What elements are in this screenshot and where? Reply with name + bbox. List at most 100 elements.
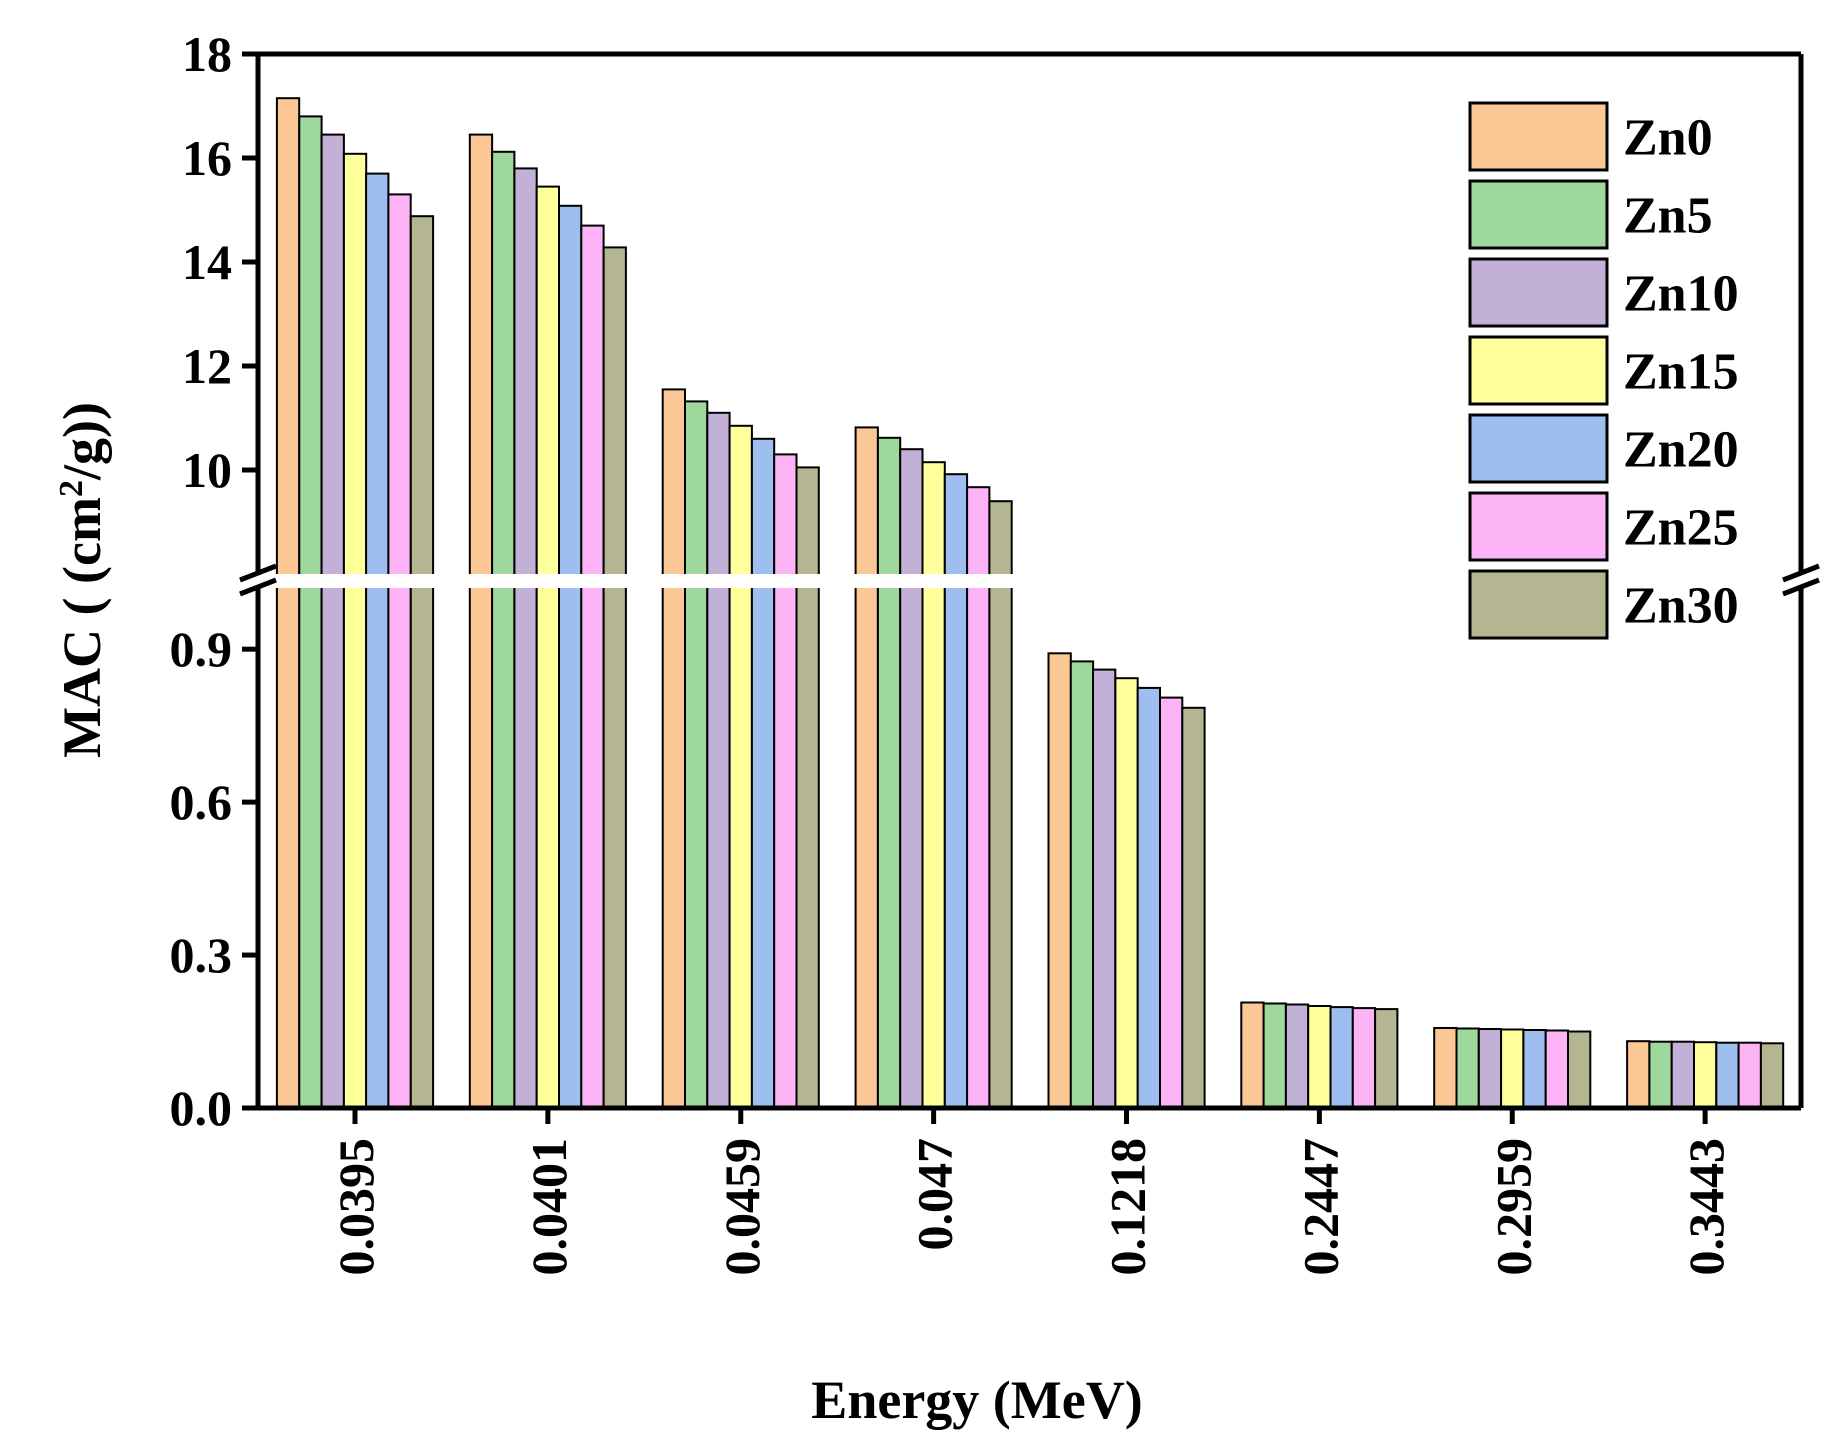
bar-Zn10-0.0459 (706, 411, 731, 1109)
bar-Zn15-0.047 (921, 461, 946, 1109)
bar-Zn5-0.0459 (684, 400, 709, 1109)
legend-swatch-Zn10 (1468, 257, 1609, 328)
break-mark-right-1 (1782, 563, 1820, 583)
legend-swatch-Zn5 (1468, 179, 1609, 250)
bar-Zn15-0.0459 (728, 424, 753, 1109)
break-mark-left-2 (239, 577, 277, 597)
legend-swatch-Zn25 (1468, 491, 1609, 562)
bar-Zn20-0.0459 (750, 437, 776, 1109)
bar-Zn30-0.1218 (1181, 706, 1206, 1109)
bar-Zn0-0.0401 (468, 133, 494, 1110)
bar-Zn10-0.0401 (513, 167, 538, 1109)
bar-Zn0-0.0459 (661, 388, 687, 1109)
plot-frame (255, 51, 1804, 1111)
bar-Zn5-0.047 (876, 436, 902, 1109)
bar-Zn20-0.0395 (365, 172, 390, 1110)
legend-label-Zn25: Zn25 (1623, 500, 1739, 557)
x-tick-label: 0.1218 (1100, 1138, 1156, 1276)
bar-Zn20-0.2447 (1329, 1006, 1354, 1109)
bar-Zn20-0.3443 (1715, 1041, 1740, 1109)
legend: Zn0 Zn5 Zn10 Zn15 Zn20 Zn25 Zn30 (1468, 101, 1739, 640)
bar-Zn10-0.2959 (1477, 1028, 1503, 1109)
y-tick-label: 18 (182, 26, 232, 82)
y-tick-label: 12 (182, 338, 232, 394)
bar-Zn5-0.0401 (491, 150, 516, 1110)
y-tick-label: 0.3 (170, 927, 233, 983)
legend-label-Zn30: Zn30 (1623, 578, 1739, 635)
bar-Zn25-0.0395 (387, 193, 412, 1109)
x-tick-label: 0.2447 (1292, 1138, 1348, 1276)
bar-Zn5-0.2959 (1455, 1027, 1480, 1109)
legend-label-Zn5: Zn5 (1623, 188, 1713, 245)
legend-swatch-Zn30 (1468, 569, 1609, 640)
bar-Zn5-0.3443 (1648, 1040, 1673, 1109)
x-axis-title: Energy (MeV) (811, 1370, 1142, 1430)
bar-Zn15-0.2447 (1307, 1005, 1332, 1109)
axis-break-symbols (239, 563, 1820, 597)
bar-Zn30-0.047 (988, 500, 1013, 1109)
bar-Zn10-0.3443 (1670, 1040, 1695, 1109)
break-gap-mask (258, 574, 1795, 588)
bar-Zn30-0.0395 (409, 215, 435, 1109)
bar-Zn10-0.047 (899, 448, 924, 1109)
x-tick-label: 0.047 (907, 1138, 963, 1251)
bar-Zn0-0.1218 (1047, 652, 1072, 1109)
bar-Zn15-0.0395 (342, 152, 368, 1110)
x-ticks: 0.0395 0.0401 0.0459 0.047 0.1218 0.2447 0.295… (328, 1108, 1734, 1276)
bar-Zn25-0.3443 (1737, 1041, 1762, 1109)
y-tick-label: 0.6 (170, 774, 233, 830)
legend-swatch-Zn0 (1468, 101, 1609, 172)
break-mark-right-2 (1782, 577, 1820, 597)
bar-Zn10-0.1218 (1092, 668, 1117, 1109)
bar-Zn15-0.3443 (1693, 1041, 1718, 1109)
bar-Zn5-0.2447 (1262, 1002, 1287, 1109)
bar-Zn10-0.2447 (1284, 1003, 1310, 1109)
x-tick-label: 0.0459 (714, 1138, 770, 1276)
legend-label-Zn15: Zn15 (1623, 344, 1739, 401)
bar-Zn25-0.1218 (1159, 696, 1184, 1109)
bar-Zn30-0.2447 (1374, 1008, 1399, 1109)
y-axis-title: MAC ( (cm2/g)) (52, 402, 112, 758)
bar-Zn30-0.0401 (602, 246, 627, 1109)
y-tick-label: 16 (182, 130, 232, 186)
bar-Zn0-0.2959 (1433, 1027, 1458, 1109)
legend-swatch-Zn15 (1468, 335, 1609, 406)
bar-Zn30-0.3443 (1759, 1042, 1785, 1110)
y-tick-label: 10 (182, 442, 232, 498)
bar-Zn30-0.2959 (1567, 1030, 1592, 1109)
bar-Zn0-0.3443 (1626, 1040, 1651, 1109)
y-ticks: 0.0 0.3 0.6 0.9 10 12 14 16 18 (170, 26, 258, 1136)
bar-Zn0-0.2447 (1240, 1001, 1265, 1109)
bar-Zn25-0.0401 (580, 224, 605, 1110)
bar-Zn20-0.1218 (1136, 686, 1161, 1110)
break-mark-left-1 (239, 563, 277, 583)
y-tick-label: 0.9 (170, 621, 233, 677)
legend-swatch-Zn20 (1468, 413, 1609, 484)
y-axis-title-prefix: MAC ( (cm (52, 497, 112, 758)
bar-Zn25-0.0459 (773, 453, 798, 1109)
y-tick-label: 14 (182, 234, 232, 290)
bar-Zn5-0.1218 (1069, 660, 1095, 1110)
y-axis-title-suffix: /g)) (52, 402, 112, 481)
bar-Zn15-0.0401 (535, 185, 561, 1110)
bar-Zn5-0.0395 (298, 115, 323, 1109)
y-tick-label: 0.0 (170, 1080, 233, 1136)
bar-Zn15-0.2959 (1500, 1028, 1525, 1109)
bar-Zn0-0.047 (854, 426, 879, 1109)
bar-Zn20-0.2959 (1522, 1029, 1547, 1109)
x-tick-label: 0.2959 (1485, 1138, 1541, 1276)
legend-label-Zn0: Zn0 (1623, 110, 1713, 167)
bar-Zn0-0.0395 (275, 97, 301, 1109)
x-tick-label: 0.3443 (1678, 1138, 1734, 1276)
bar-Zn20-0.0401 (558, 204, 583, 1110)
x-tick-label: 0.0401 (521, 1138, 577, 1276)
y-axis-title-sup: 2 (53, 480, 90, 497)
bar-Zn20-0.047 (943, 473, 969, 1109)
x-tick-label: 0.0395 (328, 1138, 384, 1276)
bar-Zn25-0.2447 (1351, 1007, 1377, 1109)
legend-label-Zn20: Zn20 (1623, 422, 1739, 479)
bar-Zn10-0.0395 (320, 133, 345, 1110)
bar-Zn15-0.1218 (1114, 677, 1139, 1109)
bar-Zn25-0.2959 (1544, 1029, 1569, 1109)
